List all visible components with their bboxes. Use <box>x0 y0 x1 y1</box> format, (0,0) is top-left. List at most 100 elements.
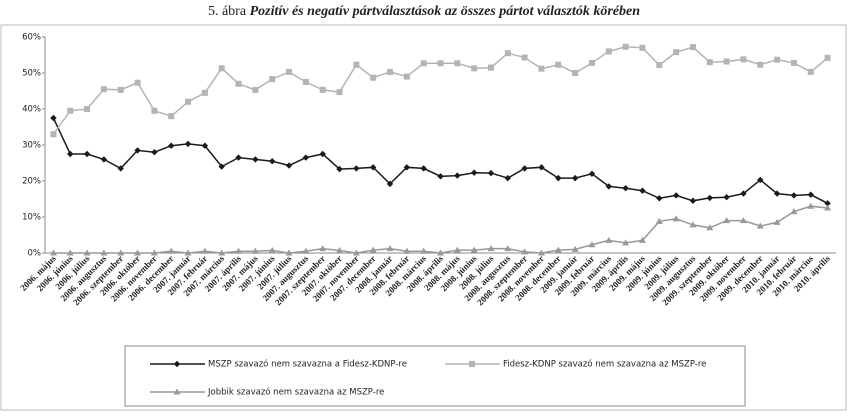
point <box>656 195 663 202</box>
point <box>487 169 495 177</box>
point <box>756 222 764 229</box>
point <box>588 170 596 177</box>
point <box>420 165 427 172</box>
y-tick-label: 20% <box>22 177 41 187</box>
point <box>167 247 175 254</box>
point <box>757 176 764 184</box>
point <box>420 60 427 67</box>
point <box>117 86 124 93</box>
point <box>218 249 226 256</box>
point <box>67 150 74 158</box>
point <box>319 245 327 252</box>
point <box>100 156 108 163</box>
point <box>588 59 595 66</box>
point <box>370 74 377 81</box>
point <box>319 86 326 93</box>
point <box>824 54 831 61</box>
point <box>571 174 579 182</box>
point <box>117 165 124 172</box>
point <box>353 165 360 172</box>
point <box>201 142 209 149</box>
point <box>201 247 209 254</box>
point <box>268 246 276 253</box>
point <box>50 114 57 122</box>
point <box>470 169 478 176</box>
point <box>605 183 612 190</box>
point <box>151 149 158 156</box>
chart-border <box>0 24 847 411</box>
point <box>470 246 478 253</box>
point <box>84 106 91 112</box>
point <box>235 154 242 161</box>
point <box>184 249 192 256</box>
point <box>706 194 713 202</box>
point <box>235 247 243 254</box>
point <box>134 147 141 154</box>
point <box>336 165 343 173</box>
point <box>773 190 781 197</box>
point <box>403 164 411 171</box>
point <box>807 191 814 198</box>
y-tick-label: 40% <box>22 105 41 115</box>
point <box>504 245 512 252</box>
point <box>521 54 528 61</box>
point <box>555 174 562 182</box>
point <box>352 249 360 256</box>
point <box>252 156 259 163</box>
legend-label: MSZP szavazó nem szavazna a Fidesz-KDNP-… <box>208 359 407 370</box>
point <box>639 187 646 194</box>
point <box>757 61 764 68</box>
point <box>740 190 747 197</box>
point <box>184 140 192 148</box>
point <box>134 249 142 256</box>
y-tick-label: 30% <box>22 141 41 151</box>
point <box>504 174 512 182</box>
point <box>774 56 781 63</box>
point <box>672 215 680 222</box>
point <box>538 164 545 171</box>
point <box>689 197 697 204</box>
point <box>285 249 293 256</box>
point <box>66 249 74 256</box>
point <box>185 98 192 105</box>
point <box>235 80 242 87</box>
point <box>454 172 461 179</box>
point <box>572 70 579 76</box>
point <box>302 247 310 254</box>
point <box>605 236 613 243</box>
point <box>723 58 730 65</box>
point <box>269 158 276 165</box>
point <box>386 180 394 188</box>
y-tick-label: 60% <box>22 33 41 43</box>
point <box>672 192 680 199</box>
point <box>83 150 91 158</box>
point <box>252 86 259 93</box>
point <box>302 154 310 161</box>
point <box>437 249 444 256</box>
chart-heading: 5. ábra Pozitív és negatív pártválasztás… <box>208 4 640 19</box>
point <box>656 62 663 69</box>
point <box>739 217 747 224</box>
point <box>251 247 259 254</box>
series-line <box>52 117 828 204</box>
point <box>706 224 714 231</box>
point <box>740 56 747 63</box>
point <box>218 163 225 170</box>
figure-label: 5. ábra <box>208 4 247 19</box>
point <box>353 61 360 68</box>
point <box>588 241 596 248</box>
point <box>790 192 798 199</box>
point <box>173 388 181 395</box>
point <box>386 245 394 252</box>
point <box>302 79 309 85</box>
point <box>49 249 57 256</box>
y-tick-label: 0% <box>28 249 42 259</box>
point <box>453 246 461 253</box>
point <box>571 245 579 252</box>
point <box>504 50 511 57</box>
point <box>471 65 478 72</box>
point <box>469 361 475 367</box>
point <box>173 360 181 368</box>
